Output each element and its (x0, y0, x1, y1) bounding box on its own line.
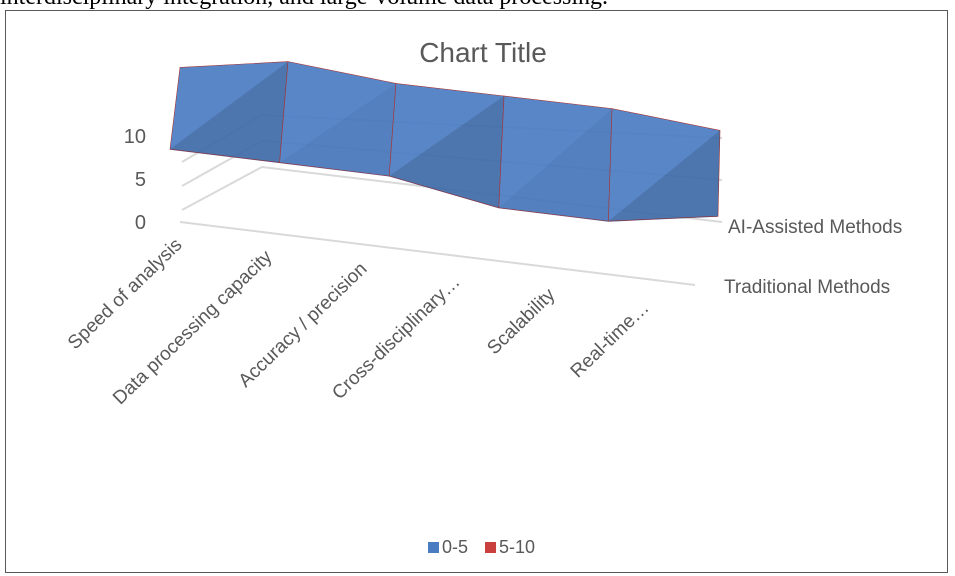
category-label: Real-time… (567, 297, 654, 382)
category-label: Scalability (483, 284, 559, 359)
z-tick-label: 10 (124, 126, 146, 148)
document-text-line: interdisciplinary integration, and large… (0, 0, 955, 11)
surface-shade (170, 61, 288, 163)
chart-title: Chart Title (419, 37, 547, 68)
surface-shade (389, 96, 504, 208)
surface-shade (279, 83, 396, 176)
z-tick-label: 0 (135, 212, 146, 234)
series-label: Traditional Methods (724, 277, 890, 298)
y-axis-series-labels: Traditional Methods AI-Assisted Methods (724, 217, 902, 298)
legend-swatch (485, 542, 496, 553)
legend-label: 5-10 (499, 537, 535, 557)
legend-swatch (428, 542, 439, 553)
surface-band-high (608, 108, 721, 222)
chart-legend: 0-5 5-10 (428, 537, 535, 557)
z-axis-tick-labels: 0 5 10 (124, 126, 146, 234)
floor-front-gridline (179, 221, 696, 286)
series-label: AI-Assisted Methods (728, 217, 902, 238)
chart-surface (169, 61, 721, 222)
legend-label: 0-5 (442, 537, 468, 557)
surface-shade (608, 130, 720, 222)
surface-shade (498, 108, 612, 222)
z-tick-label: 5 (135, 169, 146, 191)
